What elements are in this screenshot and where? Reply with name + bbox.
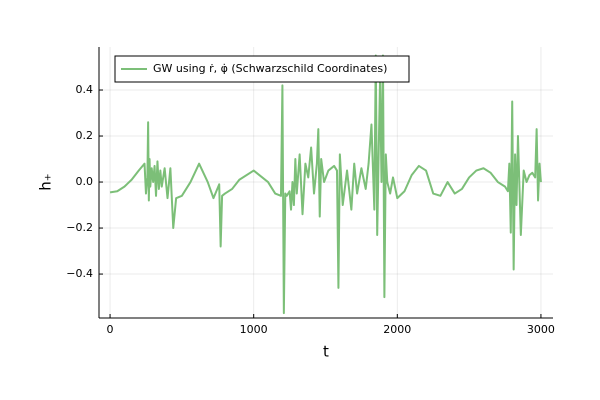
y-tick-label: −0.2	[66, 221, 93, 234]
x-tick-label: 2000	[383, 323, 411, 336]
y-tick-label: −0.4	[66, 267, 93, 280]
y-axis-label: h₊	[37, 173, 55, 190]
x-tick-label: 3000	[527, 323, 555, 336]
data-line	[109, 54, 542, 315]
y-tick-label: 0.4	[76, 83, 94, 96]
x-tick-label: 1000	[240, 323, 268, 336]
legend-box	[114, 55, 410, 83]
legend-label: GW using ṙ, φ̇ (Schwarzschild Coordinate…	[153, 62, 387, 75]
x-axis-label: t	[323, 343, 329, 361]
x-tick-label: 0	[107, 323, 114, 336]
y-tick-label: 0.2	[76, 129, 94, 142]
y-tick-label: 0.0	[76, 175, 94, 188]
